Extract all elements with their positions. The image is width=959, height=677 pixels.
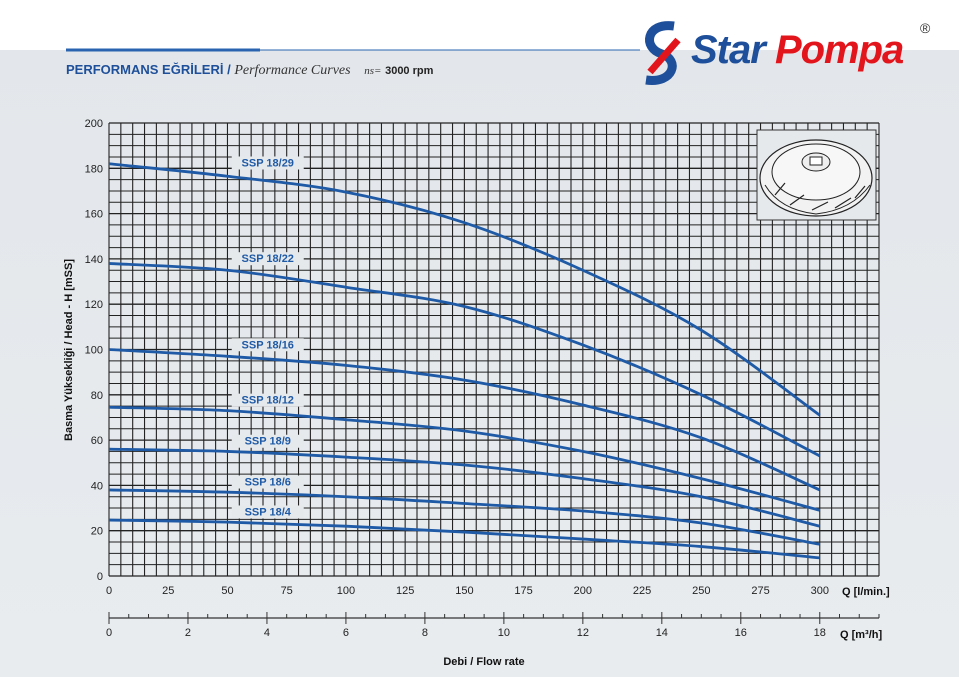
x2-tick-label: 8	[422, 627, 428, 639]
x2-tick-label: 12	[577, 627, 589, 639]
x2-tick-label: 16	[735, 627, 747, 639]
y-tick-label: 200	[85, 118, 103, 130]
x2-tick-label: 6	[343, 627, 349, 639]
curve-ssp-18-29	[108, 162, 821, 417]
x-tick-label: 225	[633, 585, 651, 597]
x-tick-label: 125	[396, 585, 414, 597]
x-tick-label: 300	[811, 585, 829, 597]
x2-tick-label: 14	[656, 627, 668, 639]
curve-label: SSP 18/29	[242, 157, 294, 169]
x-tick-label: 0	[106, 585, 112, 597]
ns-label: ns=	[364, 65, 382, 77]
y-tick-label: 160	[85, 209, 103, 221]
x-tick-label: 50	[221, 585, 233, 597]
curve-label-bg	[231, 393, 304, 407]
x-tick-label: 150	[455, 585, 473, 597]
curve-ssp-18-4	[108, 518, 820, 560]
x-unit-primary: Q [l/min.]	[842, 586, 890, 598]
x-axis-label: Debi / Flow rate	[443, 656, 524, 668]
curve-label-bg	[231, 475, 304, 489]
y-tick-label: 120	[85, 299, 103, 311]
title-separator: /	[227, 62, 231, 77]
y-tick-label: 20	[91, 526, 103, 538]
curve-ssp-18-16	[108, 348, 821, 492]
x-tick-label: 100	[337, 585, 355, 597]
y-tick-label: 60	[91, 435, 103, 447]
y-axis-label: Basma Yüksekliği / Head - H [mSS]	[63, 259, 75, 441]
curve-label-bg	[231, 156, 304, 170]
star-pompa-logo: Star Pompa ®	[636, 18, 936, 88]
x2-tick-label: 4	[264, 627, 270, 639]
impeller-illustration	[756, 129, 877, 221]
curves: SSP 18/29 SSP 18/22 SSP 18/16 SSP 18/12 SSP …	[108, 156, 821, 560]
curve-label: SSP 18/16	[242, 339, 294, 351]
x-tick-label: 275	[751, 585, 769, 597]
curve-label-bg	[231, 252, 304, 266]
registered-mark: ®	[920, 20, 931, 36]
y-tick-label: 0	[97, 571, 103, 583]
title-tr: PERFORMANS EĞRİLERİ	[66, 62, 224, 77]
title-en: Performance Curves	[234, 63, 351, 78]
curve-label-bg	[231, 434, 304, 448]
curve-label: SSP 18/6	[245, 477, 291, 489]
y-tick-label: 140	[85, 254, 103, 266]
curve-label: SSP 18/9	[245, 436, 291, 448]
x2-tick-label: 2	[185, 627, 191, 639]
logo-word-pompa: Pompa	[774, 28, 904, 72]
curve-label-bg	[231, 505, 304, 519]
curve-label-bg	[231, 338, 304, 352]
x2-tick-label: 18	[814, 627, 826, 639]
curve-ssp-18-9	[108, 447, 821, 528]
curve-label: SSP 18/12	[242, 395, 294, 407]
x-tick-label: 250	[692, 585, 710, 597]
x2-tick-label: 0	[106, 627, 112, 639]
y-tick-label: 100	[85, 345, 103, 357]
y-tick-label: 180	[85, 163, 103, 175]
page-title: PERFORMANS EĞRİLERİ / Performance Curves…	[66, 62, 433, 79]
curve-ssp-18-22	[108, 262, 821, 458]
x-unit-secondary: Q [m³/h]	[840, 629, 882, 641]
rpm-value: 3000 rpm	[385, 65, 434, 77]
x-tick-label: 75	[281, 585, 293, 597]
curve-ssp-18-6	[108, 488, 821, 546]
y-tick-label: 80	[91, 390, 103, 402]
x-tick-label: 175	[514, 585, 532, 597]
curve-ssp-18-12	[108, 405, 821, 512]
y-tick-label: 40	[91, 480, 103, 492]
curve-label: SSP 18/4	[245, 506, 292, 518]
logo-mark-icon	[645, 21, 681, 85]
x-tick-label: 25	[162, 585, 174, 597]
logo-word-star: Star	[691, 28, 766, 72]
x2-tick-label: 10	[498, 627, 510, 639]
curve-label: SSP 18/22	[242, 253, 294, 265]
x-tick-label: 200	[574, 585, 592, 597]
